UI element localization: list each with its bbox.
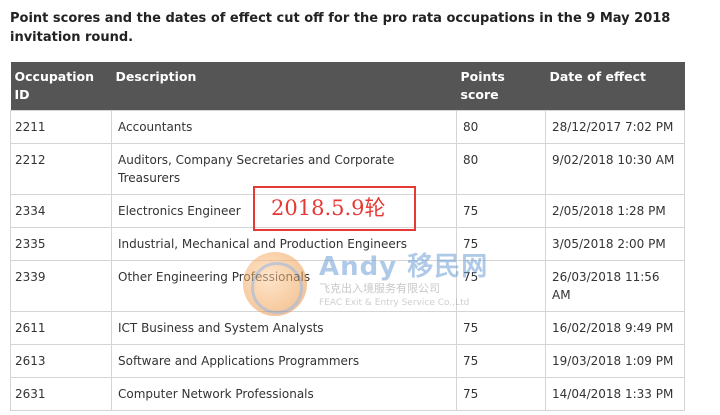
header-occupation-id: Occupation ID — [10, 62, 112, 111]
table-row: 2339 Other Engineering Professionals 75 … — [10, 260, 685, 312]
header-date-of-effect: Date of effect — [545, 62, 685, 111]
round-annotation: 2018.5.9轮 — [253, 186, 416, 231]
cell-occupation-id: 2211 — [10, 110, 112, 144]
cell-date: 28/12/2017 7:02 PM — [545, 110, 685, 144]
table-row: 2631 Computer Network Professionals 75 1… — [10, 377, 685, 411]
cell-description: Other Engineering Professionals — [111, 260, 457, 312]
cell-points: 75 — [456, 344, 546, 378]
table-row: 2611 ICT Business and System Analysts 75… — [10, 311, 685, 345]
cell-points: 75 — [456, 311, 546, 345]
cell-description: Industrial, Mechanical and Production En… — [111, 227, 457, 261]
table-header-row: Occupation ID Description Points score D… — [10, 62, 685, 111]
header-points-line1: Points — [460, 69, 505, 84]
cell-occupation-id: 2335 — [10, 227, 112, 261]
cell-description: ICT Business and System Analysts — [111, 311, 457, 345]
page-heading: Point scores and the dates of effect cut… — [10, 11, 671, 45]
cell-description: Software and Applications Programmers — [111, 344, 457, 378]
cell-date: 2/05/2018 1:28 PM — [545, 194, 685, 228]
cell-occupation-id: 2631 — [10, 377, 112, 411]
cell-occupation-id: 2611 — [10, 311, 112, 345]
cell-points: 75 — [456, 260, 546, 312]
cell-occupation-id: 2613 — [10, 344, 112, 378]
header-points-line2: score — [460, 87, 499, 102]
table-row: 2211 Accountants 80 28/12/2017 7:02 PM — [10, 110, 685, 144]
cell-date: 26/03/2018 11:56 AM — [545, 260, 685, 312]
cell-date: 19/03/2018 1:09 PM — [545, 344, 685, 378]
cell-occupation-id: 2339 — [10, 260, 112, 312]
cell-points: 75 — [456, 194, 546, 228]
table-row: 2335 Industrial, Mechanical and Producti… — [10, 227, 685, 261]
cell-occupation-id: 2212 — [10, 143, 112, 195]
cell-points: 80 — [456, 143, 546, 195]
cell-points: 75 — [456, 227, 546, 261]
header-points-score: Points score — [456, 62, 546, 111]
cell-points: 75 — [456, 377, 546, 411]
cell-date: 3/05/2018 2:00 PM — [545, 227, 685, 261]
cell-description: Computer Network Professionals — [111, 377, 457, 411]
cell-date: 16/02/2018 9:49 PM — [545, 311, 685, 345]
cell-date: 14/04/2018 1:33 PM — [545, 377, 685, 411]
cell-date: 9/02/2018 10:30 AM — [545, 143, 685, 195]
cell-occupation-id: 2334 — [10, 194, 112, 228]
occupations-table: Occupation ID Description Points score D… — [10, 62, 685, 411]
cell-description: Accountants — [111, 110, 457, 144]
header-description: Description — [111, 62, 457, 111]
header-occupation-id-line2: ID — [14, 87, 30, 102]
table-row: 2613 Software and Applications Programme… — [10, 344, 685, 378]
table-row: 2334 Electronics Engineer 75 2/05/2018 1… — [10, 194, 685, 228]
header-occupation-id-line1: Occupation — [14, 69, 94, 84]
cell-points: 80 — [456, 110, 546, 144]
